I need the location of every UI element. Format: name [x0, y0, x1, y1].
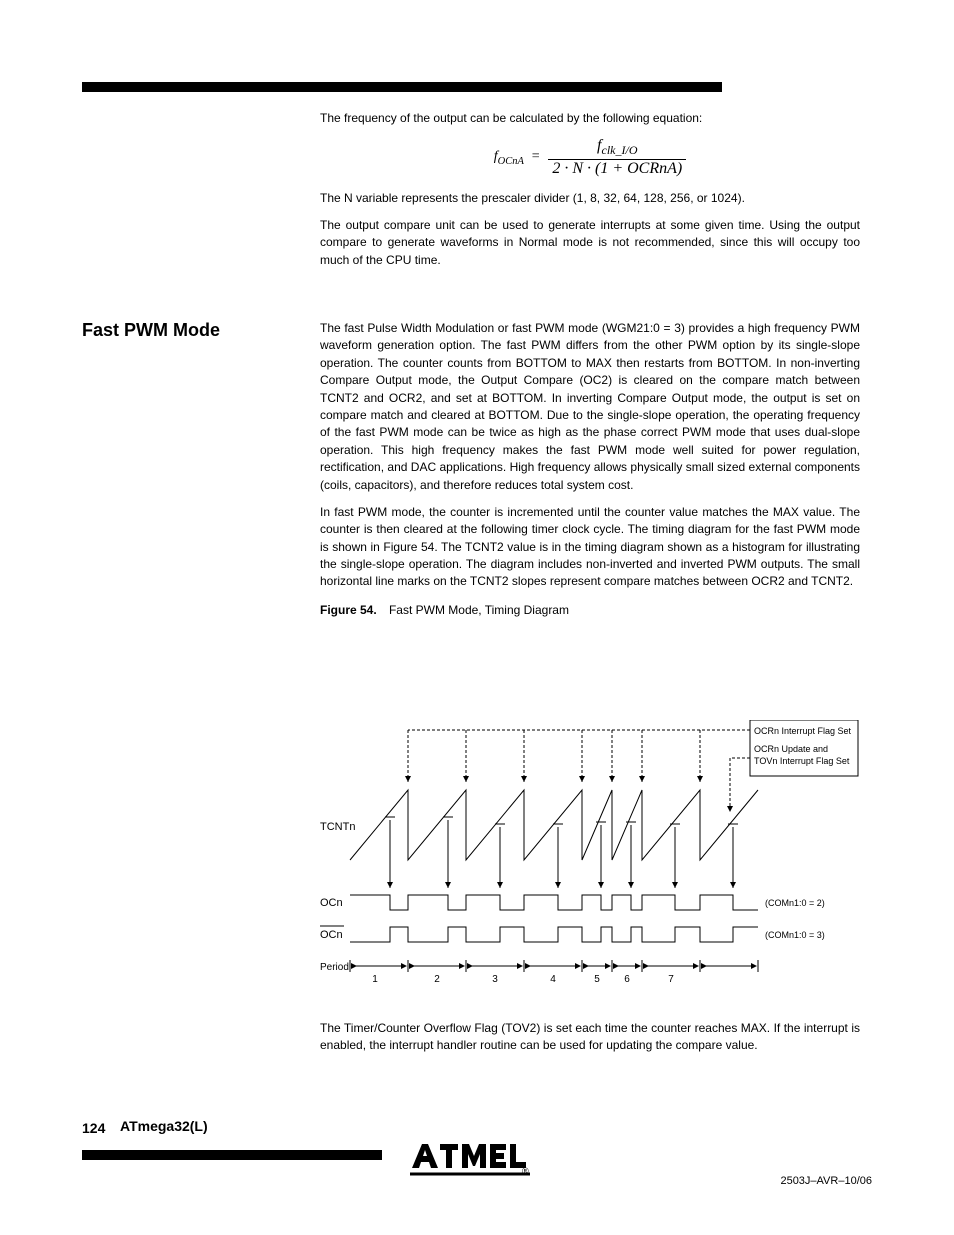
section-heading-left: Fast PWM Mode — [82, 320, 307, 349]
para-after-figure: The Timer/Counter Overflow Flag (TOV2) i… — [320, 1020, 860, 1055]
period-5: 5 — [594, 974, 600, 985]
ocn-wave — [350, 895, 758, 910]
para-fastpwm-2: In fast PWM mode, the counter is increme… — [320, 504, 860, 591]
para-freq-intro: The frequency of the output can be calcu… — [320, 110, 860, 127]
period-3: 3 — [492, 974, 498, 985]
main-column: The frequency of the output can be calcu… — [320, 110, 860, 279]
doc-code: 2503J–AVR–10/06 — [780, 1175, 872, 1187]
ocn-note: (COMn1:0 = 2) — [765, 898, 825, 908]
period-label: Period — [320, 962, 349, 973]
figure-caption-line: Figure 54. Fast PWM Mode, Timing Diagram — [320, 601, 860, 619]
page-number: 124 — [82, 1120, 105, 1136]
legend-l1: OCRn Interrupt Flag Set — [754, 726, 852, 736]
period-4: 4 — [550, 974, 556, 985]
period-2: 2 — [434, 974, 440, 985]
sawtooth — [350, 790, 758, 888]
para-fastpwm-1: The fast Pulse Width Modulation or fast … — [320, 320, 860, 494]
after-figure-text: The Timer/Counter Overflow Flag (TOV2) i… — [320, 1020, 860, 1055]
figure-number: Figure 54. — [320, 603, 377, 617]
figure-caption: Fast PWM Mode, Timing Diagram — [389, 603, 569, 617]
section-title: Fast PWM Mode — [82, 320, 307, 341]
timing-svg: OCRn Interrupt Flag Set OCRn Update and … — [320, 720, 860, 1000]
bottom-rule — [82, 1150, 382, 1160]
period-6: 6 — [624, 974, 630, 985]
para-ocu: The output compare unit can be used to g… — [320, 217, 860, 269]
ocn-inv-wave — [350, 927, 758, 942]
period-markers — [350, 960, 758, 972]
atmel-logo: ® — [410, 1140, 530, 1176]
label-tcnt: TCNTn — [320, 821, 355, 833]
timing-diagram: OCRn Interrupt Flag Set OCRn Update and … — [320, 720, 860, 1000]
period-1: 1 — [372, 974, 378, 985]
ocn-inv-note: (COMn1:0 = 3) — [765, 930, 825, 940]
section-body-right: The fast Pulse Width Modulation or fast … — [320, 320, 860, 619]
legend-l3: TOVn Interrupt Flag Set — [754, 756, 850, 766]
formula-block: fOCnA = fclk_I/O 2 · N · (1 + OCRnA) — [320, 137, 860, 177]
label-ocn-inv: OCn — [320, 929, 343, 941]
para-nvar: The N variable represents the prescaler … — [320, 190, 860, 207]
doc-title: ATmega32(L) — [120, 1118, 208, 1134]
formula-lhs: fOCnA = — [494, 149, 544, 167]
label-ocn: OCn — [320, 897, 343, 909]
legend-l2: OCRn Update and — [754, 744, 828, 754]
top-rule — [82, 82, 722, 92]
dashed-arrows — [408, 730, 750, 812]
period-7: 7 — [668, 974, 674, 985]
formula-frac: fclk_I/O 2 · N · (1 + OCRnA) — [548, 137, 686, 177]
